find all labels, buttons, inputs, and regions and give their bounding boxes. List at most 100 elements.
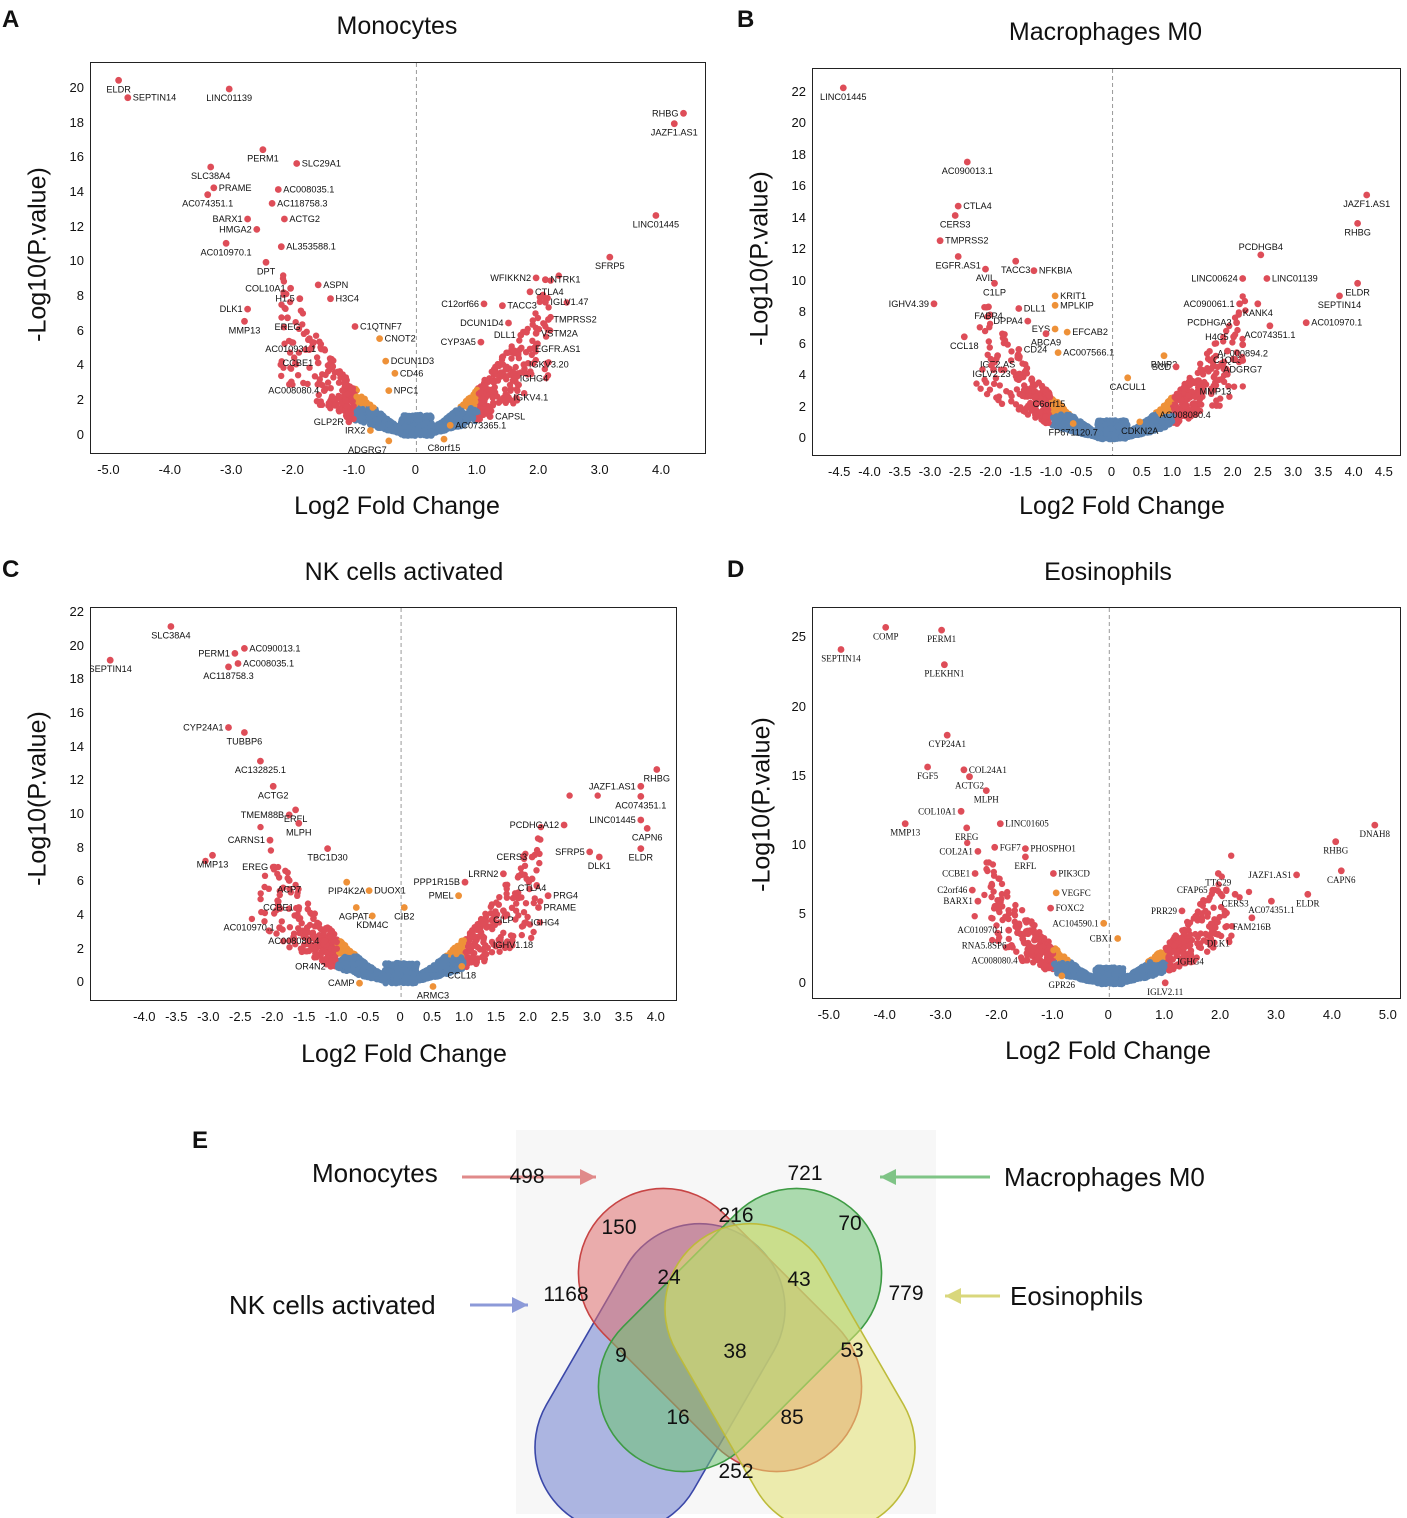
data-point [1007,390,1014,397]
gene-point [520,361,528,368]
x-tick-label: 2.0 [518,1009,537,1024]
data-point [1129,427,1137,434]
gene-label: CNOT2 [385,334,416,344]
data-point [460,937,467,944]
data-point [350,961,357,968]
gene-point [509,932,517,940]
gene-label: AGPAT4 [339,912,374,922]
y-tick-label: 2 [76,940,84,956]
y-tick-label: 4 [798,367,806,383]
data-point [1143,418,1150,425]
gene-label: AC090013.1 [249,643,300,653]
data-point [335,392,342,400]
data-point [311,946,318,953]
data-point [312,332,320,339]
panel-a-plot: ELDR SEPTIN14 LINC01139 RHBG JAZF1.AS1 PERM1 S… [90,62,706,454]
point-cloud [973,293,1249,443]
gene-point [637,793,645,800]
gene-label: LINC00624 [1191,274,1237,284]
data-point [1037,395,1044,402]
data-point [496,948,503,955]
gene-point [400,904,408,911]
y-tick-label: 0 [76,974,84,990]
data-point [299,310,307,317]
data-point [1027,399,1034,407]
data-point [311,373,319,380]
data-point [986,386,994,393]
y-tick-label: 16 [69,704,84,720]
data-point [509,942,516,949]
gene-point [963,158,971,166]
gene-point [1239,357,1247,364]
data-point [1103,426,1110,434]
gene-point [391,369,399,377]
data-point [1023,370,1031,377]
data-point [261,918,268,925]
gene-point [936,237,944,245]
gene-label: DCUN1D4 [460,318,503,328]
panel-c-ylabel: -Log10(P.value) [23,711,52,886]
data-point [1217,395,1224,402]
data-point [1224,371,1231,378]
gene-point [1054,349,1062,356]
data-point [976,324,983,331]
data-point [303,328,310,335]
data-point [403,968,410,975]
data-point [1028,376,1036,383]
gene-point [1266,322,1274,330]
gene-point [356,979,363,987]
data-point [280,324,288,331]
x-tick-label: -2.0 [261,1009,284,1024]
y-tick-label: 18 [69,114,84,130]
data-point [511,890,519,897]
data-point [409,975,416,983]
gene-point [241,729,248,736]
data-point [1126,432,1133,439]
data-point [295,925,302,932]
data-point [261,872,269,879]
data-point [1239,335,1246,343]
gene-label: CERS3 [496,852,527,862]
gene-point [526,288,534,296]
data-point [1051,416,1058,423]
data-point [491,378,498,385]
gene-point [1012,257,1020,265]
data-point [1008,348,1015,355]
data-point [306,364,313,371]
data-point [324,379,332,386]
data-point [482,382,489,390]
y-tick-label: 14 [791,209,806,225]
data-point [318,957,326,964]
data-point [306,346,313,353]
data-point [1080,428,1087,435]
gene-point [324,845,331,852]
data-point [335,961,342,968]
gene-label: KANK4 [1243,308,1273,318]
gene-label: LINC01445 [820,92,866,102]
data-point [364,962,371,970]
data-point [594,792,601,799]
data-point [536,859,543,867]
data-point [274,870,281,878]
panel-c-xlabel: Log2 Fold Change [301,1040,507,1068]
gene-label: JAZF1.AS1 [589,781,636,791]
gene-point [209,851,216,859]
data-point [248,915,256,923]
y-tick-label: 2 [798,398,806,414]
gene-point [244,215,252,223]
data-point [494,360,501,368]
gene-point [365,887,373,894]
data-point [1210,354,1217,361]
data-point [522,900,530,907]
gene-label: SLC38A4 [151,631,190,641]
gene-label: RHBG [644,774,671,784]
data-point [469,927,476,934]
data-point [369,404,376,411]
gene-point [262,258,270,266]
data-point [427,421,434,429]
data-point [988,914,995,922]
data-point [1175,392,1182,400]
data-point [1181,385,1188,392]
data-point [1233,349,1240,356]
